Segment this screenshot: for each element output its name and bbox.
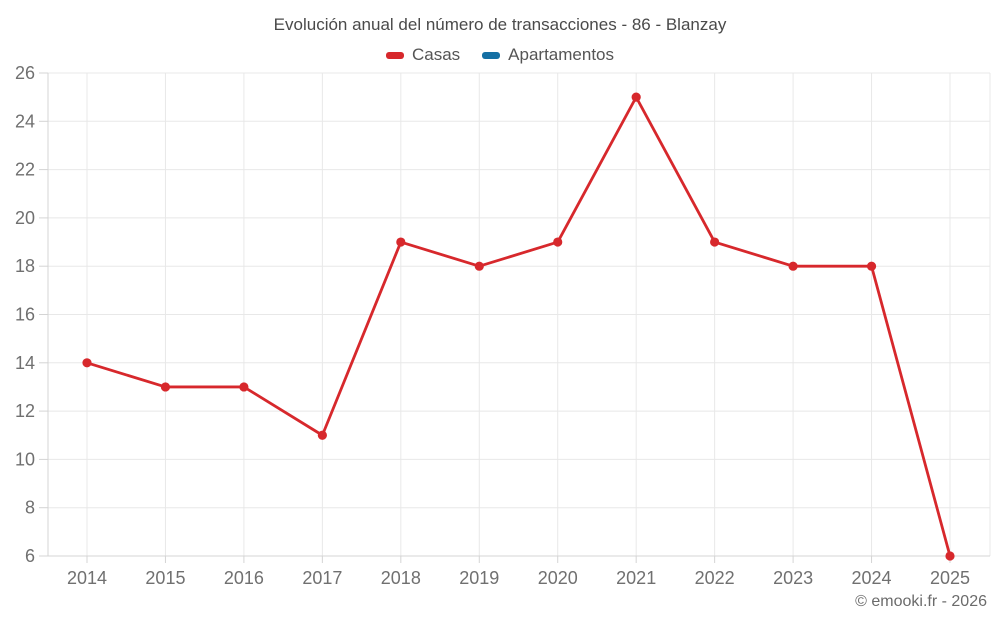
svg-text:12: 12 (15, 401, 35, 421)
footer-credit: © emooki.fr - 2026 (855, 593, 987, 610)
svg-text:14: 14 (15, 353, 35, 373)
svg-text:6: 6 (25, 546, 35, 566)
legend-swatch-apartamentos-icon (482, 51, 501, 59)
svg-text:8: 8 (25, 498, 35, 518)
legend-label-apartamentos: Apartamentos (508, 45, 615, 64)
svg-text:2025: 2025 (930, 568, 970, 588)
svg-text:2024: 2024 (852, 568, 892, 588)
svg-text:2015: 2015 (145, 568, 185, 588)
svg-text:2018: 2018 (381, 568, 421, 588)
svg-text:16: 16 (15, 305, 35, 325)
chart-legend: Casas Apartamentos (0, 45, 1000, 65)
chart-title: Evolución anual del número de transaccio… (273, 15, 727, 34)
svg-text:22: 22 (15, 160, 35, 180)
legend-swatch-casas-icon (385, 51, 404, 59)
svg-text:26: 26 (15, 63, 35, 83)
svg-text:2017: 2017 (302, 568, 342, 588)
svg-text:10: 10 (15, 449, 35, 469)
svg-text:18: 18 (15, 256, 35, 276)
svg-text:2014: 2014 (67, 568, 107, 588)
svg-text:24: 24 (15, 111, 35, 131)
svg-text:2020: 2020 (538, 568, 578, 588)
legend-label-casas: Casas (411, 45, 461, 64)
legend-item-apartamentos[interactable]: Apartamentos (482, 45, 614, 65)
svg-text:2016: 2016 (224, 568, 264, 588)
svg-text:2019: 2019 (459, 568, 499, 588)
svg-text:2021: 2021 (616, 568, 656, 588)
legend-item-casas[interactable]: Casas (385, 45, 461, 65)
svg-text:2022: 2022 (695, 568, 735, 588)
svg-text:20: 20 (15, 208, 35, 228)
svg-text:2023: 2023 (773, 568, 813, 588)
